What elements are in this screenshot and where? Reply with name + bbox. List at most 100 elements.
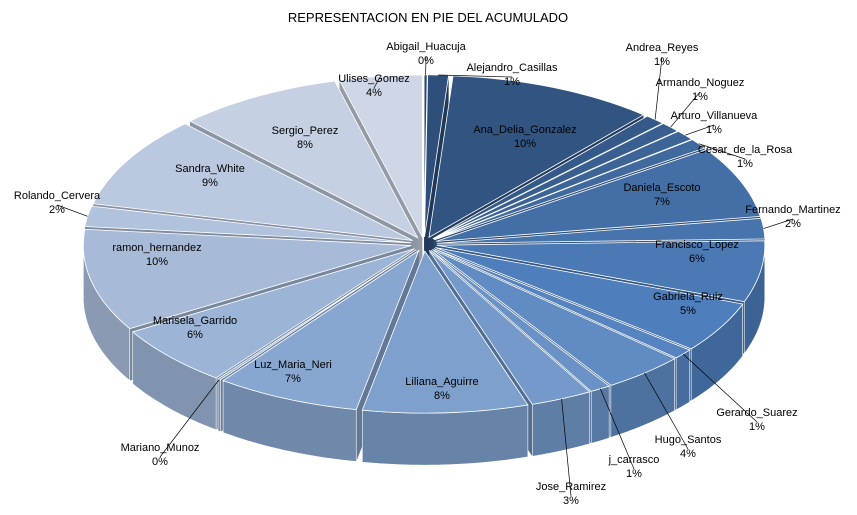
slice-percent: 2% (785, 218, 801, 230)
pie-tops (82, 74, 766, 414)
slice-labels: Abigail_Huacuja 0% Alejandro_Casillas 1% Ana… (14, 41, 841, 507)
slice-percent: 6% (187, 329, 203, 341)
leader-line-armando_noguez (670, 91, 701, 128)
slice-label-gabriela_ruiz: Gabriela_Ruiz 5% (653, 291, 723, 317)
slice-percent: 1% (737, 158, 753, 170)
slice-name: Fernando_Martinez (745, 204, 840, 216)
slice-gabriela_ruiz (435, 247, 744, 350)
slice-percent: 7% (654, 196, 670, 208)
slice-name: Alejandro_Casillas (466, 62, 558, 74)
slice-label-armando_noguez: Armando_Noguez 1% (656, 77, 745, 103)
slice-name: Arturo_Villanueva (671, 110, 759, 122)
slice-name: Sandra_White (175, 163, 245, 175)
slice-percent: 1% (749, 421, 765, 433)
slice-rim-j_carrasco (590, 385, 610, 444)
leader-line-fernando_martinez (763, 218, 794, 229)
slice-cesar_de_la_rosa (434, 139, 706, 241)
slice-name: Rolando_Cervera (14, 190, 101, 202)
slice-name: Abigail_Huacuja (386, 41, 466, 53)
slice-name: Liliana_Aguirre (405, 376, 478, 388)
slice-rim-gerardo_suarez (675, 349, 691, 411)
leader-line-mariano_munoz (159, 379, 220, 458)
slice-name: Ulises_Gomez (338, 73, 410, 85)
slice-percent: 1% (504, 76, 520, 88)
slice-label-rolando_cervera: Rolando_Cervera 2% (14, 190, 101, 216)
slice-label-fernando_martinez: Fernando_Martinez 2% (745, 204, 840, 230)
leader-line-j_carrasco (599, 388, 635, 470)
slice-label-andrea_reyes: Andrea_Reyes 1% (626, 42, 699, 68)
slice-percent: 4% (680, 448, 696, 460)
leader-line-rolando_cervera (56, 204, 88, 217)
leader-line-andrea_reyes (654, 56, 663, 120)
slice-percent: 1% (706, 124, 722, 136)
slice-name: Gabriela_Ruiz (653, 291, 723, 303)
slice-name: Hugo_Santos (655, 434, 722, 446)
slice-name: Francisco_Lopez (655, 239, 739, 251)
slice-label-alejandro_casillas: Alejandro_Casillas 1% (466, 62, 558, 88)
slice-ana_delia_gonzalez (428, 75, 645, 239)
slice-name: Mariano_Munoz (121, 442, 200, 454)
slice-name: Marisela_Garrido (153, 315, 237, 327)
slice-name: Daniela_Escoto (623, 182, 700, 194)
leader-line-jose_ramirez (561, 398, 572, 497)
slice-label-ana_delia_gonzalez: Ana_Delia_Gonzalez 10% (473, 124, 576, 150)
slice-label-francisco_lopez: Francisco_Lopez 6% (655, 239, 739, 265)
slice-name: Jose_Ramirez (536, 481, 606, 493)
slice-ramon_hernandez (82, 228, 412, 330)
slice-name: Armando_Noguez (656, 77, 745, 89)
slice-gerardo_suarez (433, 248, 691, 359)
slice-jose_ramirez (428, 250, 591, 405)
slice-label-j_carrasco: j_carrasco 1% (608, 454, 660, 480)
slice-label-abigail_huacuja: Abigail_Huacuja 0% (386, 41, 466, 67)
slice-label-liliana_aguirre: Liliana_Aguirre 8% (405, 376, 478, 402)
slice-francisco_lopez (436, 240, 766, 303)
slice-percent: 8% (434, 390, 450, 402)
slice-percent: 5% (680, 305, 696, 317)
slice-percent: 3% (563, 495, 579, 507)
slice-percent: 1% (654, 56, 670, 68)
slice-label-hugo_santos: Hugo_Santos 4% (655, 434, 722, 460)
slice-andrea_reyes (432, 115, 664, 240)
slice-percent: 2% (49, 204, 65, 216)
slice-percent: 10% (514, 138, 536, 150)
leader-lines (56, 55, 794, 497)
slice-percent: 0% (418, 55, 434, 67)
slice-name: Luz_Maria_Neri (254, 359, 332, 371)
slice-percent: 10% (146, 256, 168, 268)
leader-line-gerardo_suarez (682, 353, 758, 423)
slice-arturo_villanueva (433, 130, 693, 240)
slice-fernando_martinez (436, 217, 766, 244)
slice-percent: 9% (202, 177, 218, 189)
slice-label-ulises_gomez: Ulises_Gomez 4% (338, 73, 410, 99)
slice-percent: 4% (366, 87, 382, 99)
slice-label-sandra_white: Sandra_White 9% (175, 163, 245, 189)
slice-label-gerardo_suarez: Gerardo_Suarez 1% (716, 407, 797, 433)
leader-line-cesar_de_la_rosa (698, 143, 746, 160)
slice-daniela_escoto (435, 149, 761, 242)
slice-mariano_munoz (217, 249, 417, 381)
leader-line-hugo_santos (644, 372, 689, 450)
slice-percent: 8% (297, 139, 313, 151)
leader-line-alejandro_casillas (438, 74, 513, 78)
slice-label-luz_maria_neri: Luz_Maria_Neri 7% (254, 359, 332, 385)
slice-label-sergio_perez: Sergio_Perez 8% (272, 125, 339, 151)
slice-label-mariano_munoz: Mariano_Munoz 0% (121, 442, 200, 468)
slice-label-cesar_de_la_rosa: Cesar_de_la_Rosa 1% (698, 144, 793, 170)
slice-luz_maria_neri (222, 249, 420, 410)
slice-sergio_perez (189, 80, 419, 239)
slice-label-arturo_villanueva: Arturo_Villanueva 1% (671, 110, 759, 136)
slice-percent: 0% (152, 456, 168, 468)
slice-name: j_carrasco (608, 454, 660, 466)
slice-label-ramon_hernandez: ramon_hernandez 10% (112, 242, 201, 268)
slice-percent: 1% (626, 468, 642, 480)
leader-line-ulises_gomez (373, 76, 381, 89)
slice-rim-liliana_aguirre (362, 404, 529, 466)
slice-percent: 1% (692, 91, 708, 103)
slice-label-marisela_garrido: Marisela_Garrido 6% (153, 315, 237, 341)
slice-liliana_aguirre (361, 250, 529, 414)
slice-name: ramon_hernandez (112, 242, 201, 254)
leader-line-arturo_villanueva (685, 124, 715, 136)
slice-percent: 7% (285, 373, 301, 385)
slice-name: Gerardo_Suarez (716, 407, 797, 419)
